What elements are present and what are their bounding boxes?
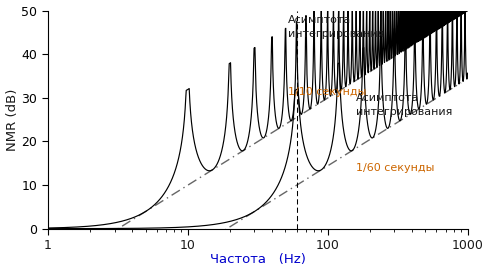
Text: Асимптота
интегрирования: Асимптота интегрирования [356,93,452,118]
Text: 1/10 секунды: 1/10 секунды [287,87,366,97]
Text: 1/60 секунды: 1/60 секунды [356,163,434,173]
Text: Асимптота
интегрирования: Асимптота интегрирования [287,15,384,39]
X-axis label: Частота   (Hz): Частота (Hz) [209,254,305,267]
Y-axis label: NMR (dB): NMR (dB) [5,88,19,151]
